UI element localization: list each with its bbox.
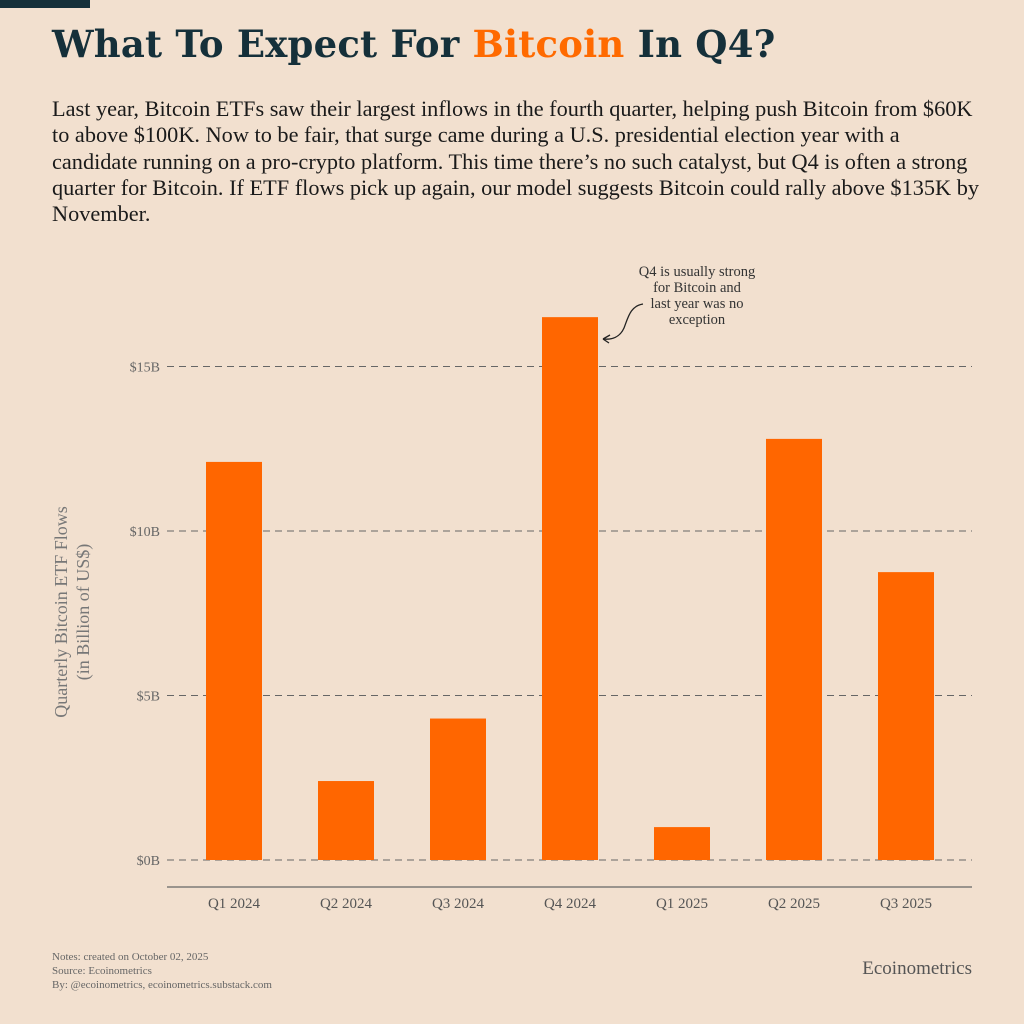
brand-logo-text: Ecoinometrics [862,958,972,979]
annotation-text: last year was no [650,296,743,312]
x-tick-label: Q3 2025 [880,896,932,912]
top-accent-bar [0,0,90,8]
x-tick-label: Q1 2024 [208,896,261,912]
x-tick-label: Q2 2024 [320,896,373,912]
arrowhead-icon [602,334,611,344]
title-text: What To Expect For [52,22,473,66]
description: Last year, Bitcoin ETFs saw their larges… [52,96,979,227]
y-tick-label: $10B [130,525,160,540]
y-axis-label: Quarterly Bitcoin ETF Flows [51,506,71,717]
annotation-text: exception [669,312,726,328]
notes: Notes: created on October 02, 2025 Sourc… [52,950,272,992]
bar-q3-2025 [878,572,934,860]
bar-q1-2024 [206,461,262,860]
annotation-arrow [602,303,644,340]
notes-source: Source: Ecoinometrics [52,965,152,977]
bar-q1-2025 [654,827,710,860]
bar-q2-2024 [318,781,374,860]
page-title: What To Expect For Bitcoin In Q4? [52,22,776,66]
title-highlight: Bitcoin [472,22,625,66]
y-tick-label: $5B [137,690,160,705]
x-tick-label: Q3 2024 [432,896,485,912]
y-tick-label: $15B [130,361,160,376]
bar-q4-2024 [542,317,598,860]
title-text-end: In Q4? [624,22,776,66]
notes-date: Notes: created on October 02, 2025 [52,951,209,963]
y-axis-label-units: (in Billion of US$) [73,544,94,681]
annotation-text: Q4 is usually strong [639,264,755,280]
bar-q3-2024 [430,718,486,860]
y-tick-label: $0B [137,854,160,869]
annotation-text: for Bitcoin and [653,280,742,296]
x-tick-label: Q4 2024 [544,896,597,912]
bar-q2-2025 [766,438,822,860]
x-tick-label: Q2 2025 [768,896,820,912]
notes-by: By: @ecoinometrics, ecoinometrics.substa… [52,979,272,991]
x-tick-label: Q1 2025 [656,896,708,912]
